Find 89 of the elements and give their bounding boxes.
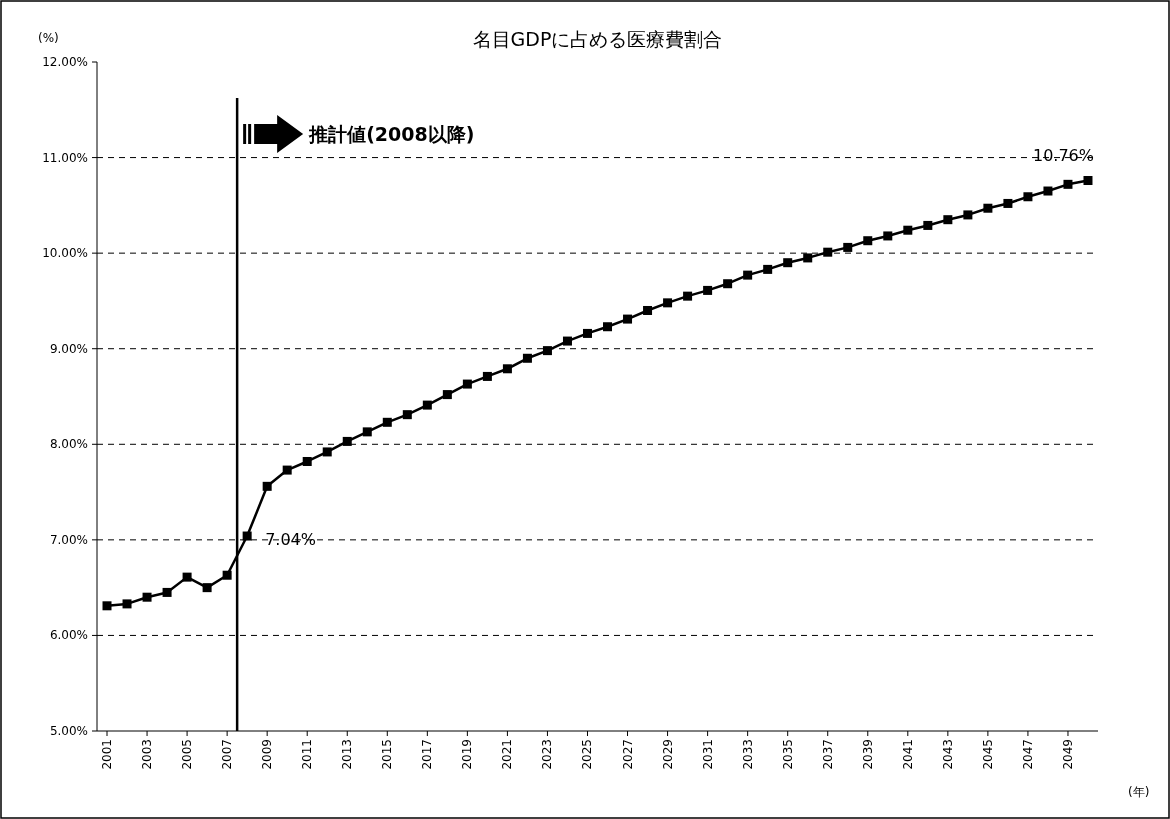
point [102,601,112,611]
point [943,215,953,225]
point [562,336,572,346]
ref-line-label: 推計値(2008以降) [308,123,475,145]
point [482,371,492,381]
point [462,379,472,389]
point [282,465,292,475]
point [1043,186,1053,196]
point [663,298,673,308]
point [222,570,232,580]
x-tick-label: 2011 [300,739,315,770]
point [582,328,592,338]
point [542,346,552,356]
point [262,481,272,491]
x-tick-label: 2019 [460,739,475,770]
x-tick-label: 2039 [860,739,875,770]
point [202,583,212,593]
point [743,270,753,280]
y-axis-title: (%) [38,31,59,45]
point [763,264,773,274]
point [783,258,793,268]
x-tick-label: 2005 [180,739,195,770]
x-tick-label: 2001 [100,739,115,770]
point [603,322,613,332]
x-tick-label: 2031 [700,739,715,770]
x-tick-label: 2003 [140,739,155,770]
y-tick-label: 9.00% [49,341,88,356]
x-tick-label: 2047 [1020,739,1035,770]
chart-title: 名目GDPに占める医療費割合 [472,28,723,50]
x-tick-label: 2041 [900,739,915,770]
point [703,285,713,295]
point [402,410,412,420]
point [1083,176,1093,186]
point [362,427,372,437]
x-tick-label: 2007 [220,739,235,770]
point [342,436,352,446]
x-tick-label: 2023 [540,739,555,770]
data-label: 10.76% [1032,145,1094,165]
x-tick-label: 2027 [620,739,635,770]
x-tick-label: 2015 [380,739,395,770]
y-tick-label: 11.00% [42,150,88,165]
point [182,572,192,582]
y-tick-label: 8.00% [49,437,88,452]
point [162,587,172,597]
point [522,353,532,363]
point [623,314,633,324]
point [322,447,332,457]
point [1003,198,1013,208]
y-tick-label: 6.00% [49,628,88,643]
x-tick-label: 2045 [980,739,995,770]
point [683,291,693,301]
point [863,236,873,246]
data-label: 7.04% [265,530,316,550]
x-tick-label: 2013 [340,739,355,770]
point [442,390,452,400]
point [382,417,392,427]
point [122,599,132,609]
point [843,242,853,252]
x-tick-label: 2043 [940,739,955,770]
point [803,253,813,263]
x-tick-label: 2009 [260,739,275,770]
y-tick-label: 7.00% [49,532,88,547]
point [1063,179,1073,189]
point [983,203,993,213]
x-tick-label: 2033 [740,739,755,770]
x-tick-label: 2021 [500,739,515,770]
point [502,364,512,374]
y-tick-label: 10.00% [42,246,88,261]
point [242,531,252,541]
point [963,210,973,220]
y-tick-label: 5.00% [49,724,88,738]
point [883,231,893,241]
x-tick-label: 2035 [780,739,795,770]
point [142,592,152,602]
x-tick-label: 2025 [580,739,595,770]
point [923,220,933,230]
x-tick-label: 2037 [820,739,835,770]
x-axis-title: (年) [1128,785,1150,799]
point [723,279,733,289]
point [302,456,312,466]
point [823,247,833,257]
point [903,225,913,235]
x-tick-label: 2029 [660,739,675,770]
point [1023,192,1033,202]
point [422,400,432,410]
x-tick-label: 2049 [1060,739,1075,770]
y-tick-label: 12.00% [42,55,88,69]
x-tick-label: 2017 [420,739,435,770]
point [643,305,653,315]
